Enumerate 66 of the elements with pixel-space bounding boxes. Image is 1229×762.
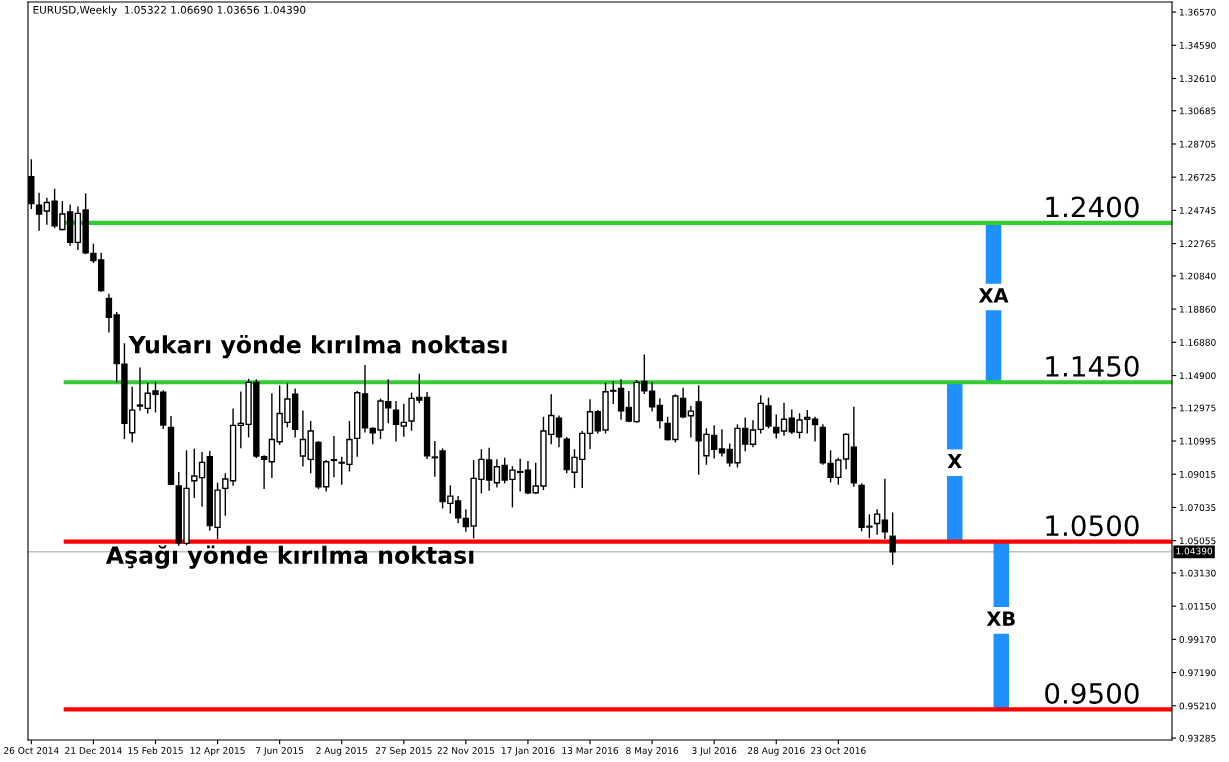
chart-title: EURUSD,Weekly 1.05322 1.06690 1.03656 1.04390 [33,5,306,16]
ref-line-label: 1.0500 [1046,515,1139,537]
candlestick [617,379,625,420]
y-tick-label: 1.32610 [1179,75,1216,83]
candlestick [330,436,338,478]
y-tick-label: 1.28705 [1179,140,1216,148]
y-tick-label: 1.18860 [1179,305,1216,313]
y-tick-label: 1.01150 [1179,602,1216,610]
x-tick-label: 27 Sep 2015 [375,747,432,756]
candlestick [198,451,206,507]
x-tick-label: 22 Nov 2015 [437,747,494,754]
ref-line-label: 0.9500 [1045,682,1139,704]
candlestick [555,415,563,448]
candlestick [400,403,407,437]
candlestick [35,192,43,231]
x-tick-label: 7 Jun 2015 [256,747,304,756]
y-tick-label: 1.07035 [1179,504,1216,511]
candlestick [718,429,726,457]
y-tick-label: 1.36570 [1179,8,1216,16]
y-tick-label: 0.95210 [1179,702,1216,710]
y-tick-label: 1.20840 [1179,272,1216,280]
y-tick-label: 0.99170 [1179,636,1216,643]
candlestick [191,448,198,498]
candlestick [524,461,532,495]
x-tick-label: 2 Aug 2015 [316,747,367,756]
x-tick-label: 28 Aug 2016 [748,747,805,756]
y-tick-label: 1.16880 [1179,339,1216,346]
candlestick [881,478,889,540]
annotation: Yukarı yönde kırılma noktası [128,334,507,359]
x-tick-label: 23 Oct 2016 [811,747,866,754]
y-tick-label: 0.93285 [1179,734,1216,742]
candlestick [586,399,594,450]
y-tick-label: 0.97190 [1179,669,1216,677]
x-tick-label: 21 Dec 2014 [65,747,122,754]
annotation: Aşağı yönde kırılma noktası [105,545,474,569]
y-tick-label: 1.30685 [1179,107,1216,115]
x-tick-label: 15 Feb 2015 [128,746,183,754]
annotation: XA [978,288,1009,303]
x-tick-label: 17 Jan 2016 [501,747,555,756]
candlestick [136,367,144,411]
x-tick-label: 3 Jul 2016 [692,746,737,756]
ref-line-label: 1.04390 [1176,547,1213,555]
y-tick-label: 1.12975 [1179,404,1216,412]
candlestick [889,512,896,565]
y-tick-label: 1.10995 [1179,437,1216,445]
ref-line-label: 1.1450 [1046,355,1139,377]
y-tick-label: 1.03130 [1179,569,1216,577]
y-tick-label: 1.26725 [1179,173,1216,181]
candlestick [749,420,757,448]
y-tick-label: 1.34590 [1179,42,1216,49]
annotation: X [947,453,962,469]
ref-line-label: 1.2400 [1046,196,1139,218]
x-tick-label: 8 May 2016 [626,747,679,756]
x-tick-label: 12 Apr 2015 [190,747,245,756]
y-tick-label: 1.22765 [1179,240,1216,248]
candlestick [392,400,400,442]
y-tick-label: 1.14900 [1179,372,1216,380]
candlestick [780,402,788,436]
x-tick-label: 13 Mar 2016 [562,747,619,754]
y-tick-label: 1.05055 [1179,537,1216,545]
y-tick-label: 1.24745 [1179,207,1216,214]
x-tick-label: 26 Oct 2014 [4,747,59,754]
annotation: XB [986,611,1015,626]
candlestick [656,398,664,429]
candlestick [873,509,881,535]
y-tick-label: 1.09015 [1179,470,1216,478]
